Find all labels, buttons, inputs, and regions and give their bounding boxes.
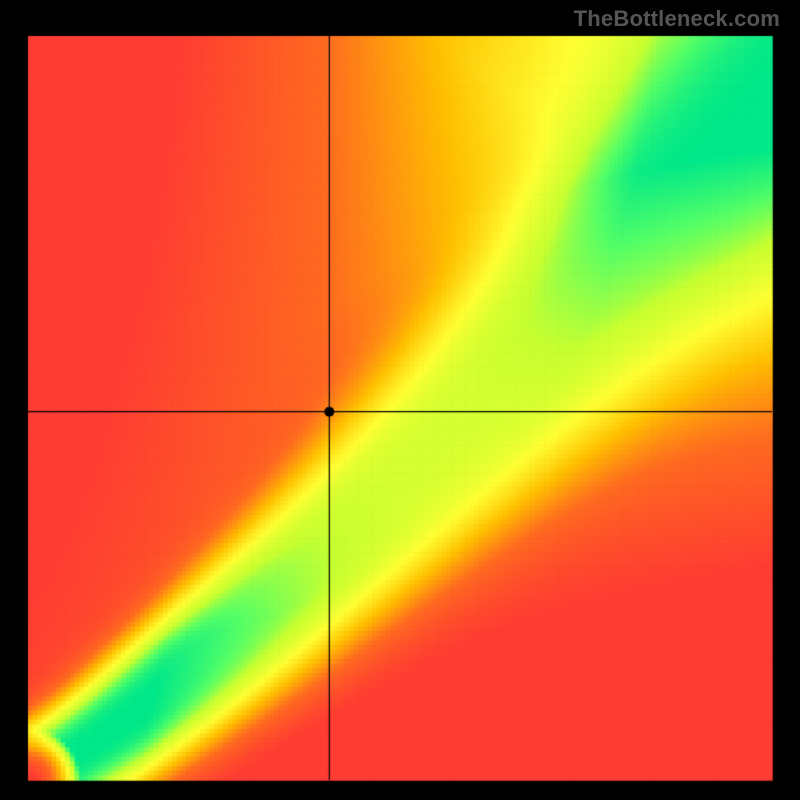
heatmap-canvas xyxy=(0,0,800,800)
chart-container: TheBottleneck.com xyxy=(0,0,800,800)
watermark-text: TheBottleneck.com xyxy=(574,6,780,32)
